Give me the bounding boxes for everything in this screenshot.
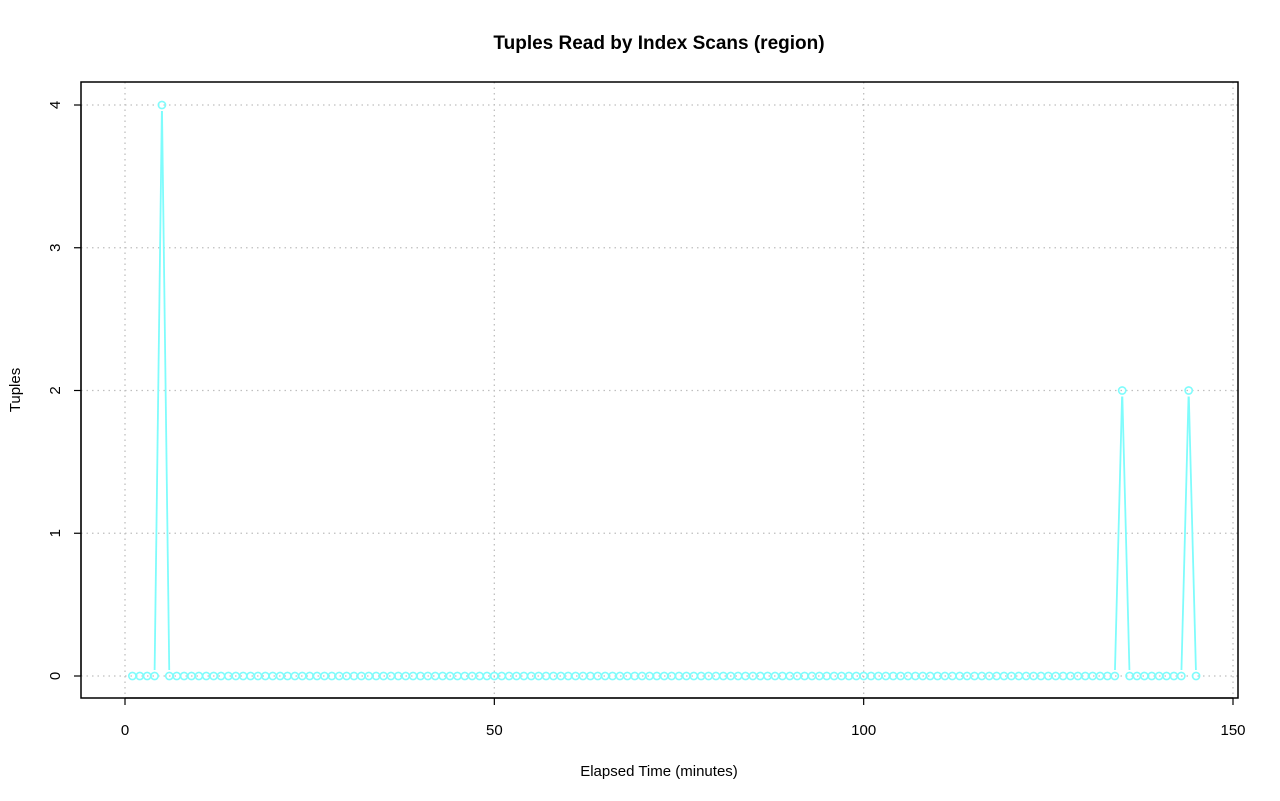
data-point bbox=[1132, 671, 1142, 681]
x-tick-label: 0 bbox=[121, 722, 129, 739]
data-point bbox=[763, 671, 773, 681]
series-segment bbox=[1187, 396, 1197, 671]
data-point bbox=[1184, 386, 1194, 395]
data-point bbox=[290, 671, 300, 681]
series-segment bbox=[1114, 396, 1123, 671]
series-segment bbox=[1180, 396, 1190, 671]
x-axis-label: Elapsed Time (minutes) bbox=[580, 763, 738, 780]
data-point bbox=[837, 671, 846, 681]
y-tick-label: 0 bbox=[47, 672, 64, 680]
x-tick-label: 100 bbox=[851, 722, 876, 739]
data-point bbox=[874, 671, 883, 681]
series-segment bbox=[161, 110, 171, 671]
data-point bbox=[622, 671, 632, 681]
data-point bbox=[600, 671, 610, 681]
data-point bbox=[1117, 386, 1127, 395]
data-point bbox=[571, 671, 580, 681]
y-tick-label: 3 bbox=[47, 244, 64, 252]
data-point bbox=[356, 671, 366, 681]
chart-title: Tuples Read by Index Scans (region) bbox=[493, 33, 824, 54]
data-point bbox=[689, 671, 699, 681]
data-point bbox=[504, 671, 514, 681]
data-point bbox=[785, 671, 795, 681]
data-point bbox=[334, 671, 344, 681]
data-point bbox=[999, 671, 1009, 681]
data-point bbox=[1110, 671, 1120, 681]
data-point bbox=[526, 671, 536, 681]
data-point bbox=[829, 671, 839, 681]
data-point bbox=[452, 671, 462, 681]
x-tick-label: 50 bbox=[486, 722, 503, 739]
data-point bbox=[246, 671, 255, 681]
data-point bbox=[593, 671, 603, 681]
data-point bbox=[157, 100, 167, 110]
grid bbox=[81, 82, 1238, 698]
data-point bbox=[1162, 671, 1171, 681]
data-point bbox=[549, 671, 558, 681]
data-point bbox=[947, 671, 957, 681]
x-axis: 0 50 100 150 bbox=[121, 697, 1246, 739]
data-point bbox=[615, 671, 625, 681]
series-segment bbox=[1121, 396, 1131, 671]
data-point bbox=[172, 671, 182, 681]
data-point bbox=[1043, 671, 1053, 681]
x-tick-label: 150 bbox=[1220, 722, 1245, 739]
data-point bbox=[925, 671, 935, 681]
data-point bbox=[807, 671, 817, 681]
data-point bbox=[881, 671, 891, 681]
data-point bbox=[342, 671, 351, 681]
y-tick-label: 4 bbox=[47, 101, 64, 109]
data-point bbox=[150, 671, 159, 681]
data-point bbox=[667, 671, 677, 681]
data-point bbox=[1191, 671, 1201, 681]
data-point bbox=[1139, 671, 1149, 681]
data-point bbox=[970, 671, 979, 681]
data-point bbox=[364, 671, 374, 681]
data-point bbox=[903, 671, 913, 681]
data-point bbox=[1095, 671, 1105, 681]
data-point bbox=[851, 671, 861, 681]
data-point bbox=[386, 671, 396, 681]
data-point bbox=[194, 671, 204, 681]
series-segment bbox=[153, 110, 163, 671]
series-points bbox=[127, 100, 1201, 681]
series-line bbox=[153, 110, 1197, 671]
data-point bbox=[1066, 671, 1075, 681]
data-point bbox=[127, 671, 137, 681]
data-point bbox=[1176, 671, 1186, 681]
data-point bbox=[430, 671, 440, 681]
data-point bbox=[268, 671, 278, 681]
data-point bbox=[312, 671, 322, 681]
y-tick-label: 1 bbox=[47, 529, 64, 537]
data-point bbox=[408, 671, 418, 681]
data-point bbox=[711, 671, 721, 681]
data-point bbox=[645, 671, 654, 681]
y-tick-label: 2 bbox=[47, 386, 64, 394]
y-axis: 0 1 2 3 4 bbox=[47, 101, 82, 680]
data-point bbox=[1088, 671, 1098, 681]
data-point bbox=[1021, 671, 1031, 681]
y-axis-label: Tuples bbox=[7, 368, 24, 412]
